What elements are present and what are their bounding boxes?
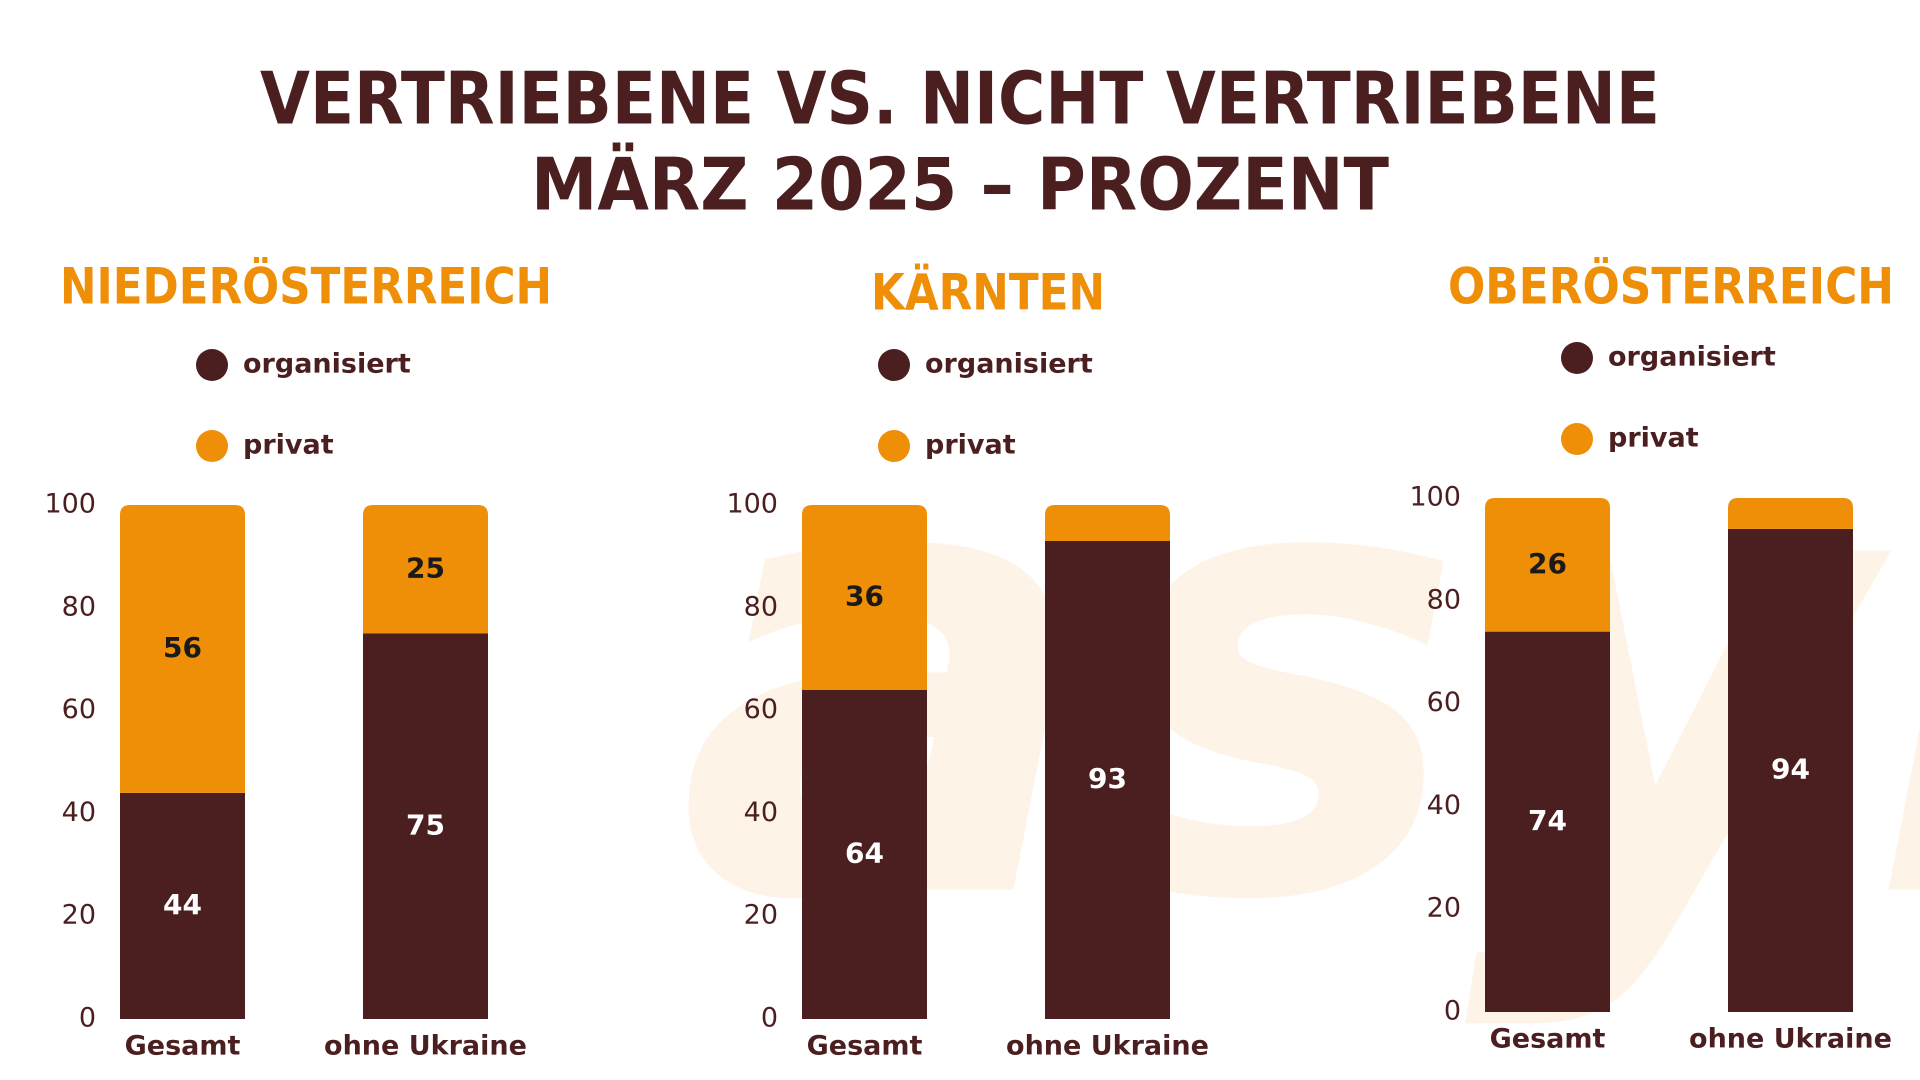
legend-label: organisiert: [1608, 342, 1776, 373]
bar-segment: [802, 505, 927, 691]
legend-marker: [878, 430, 910, 462]
legend-label: organisiert: [243, 349, 411, 380]
y-tick-label: 60: [62, 694, 96, 725]
legend-marker: [878, 349, 910, 381]
chart-title: OBERÖSTERREICH: [1448, 257, 1894, 316]
legend-label: organisiert: [925, 349, 1093, 380]
legend-marker: [1561, 342, 1593, 374]
data-label: 26: [1528, 547, 1567, 580]
bar-segment: [1045, 505, 1170, 541]
bar-segment: [802, 690, 927, 1019]
y-tick-label: 40: [62, 797, 96, 828]
legend-label: privat: [243, 430, 334, 461]
main-subtitle: MÄRZ 2025 – PROZENT: [531, 143, 1389, 227]
bar-segment: [1045, 540, 1170, 1019]
legend-marker: [196, 430, 228, 462]
chart-title: KÄRNTEN: [871, 264, 1105, 322]
data-label: 36: [845, 580, 884, 613]
bar-segment: [1485, 498, 1610, 632]
legend-marker: [196, 349, 228, 381]
y-tick-label: 20: [744, 900, 778, 931]
x-tick-label: Gesamt: [807, 1031, 923, 1062]
data-label: 93: [1088, 762, 1127, 795]
data-label: 75: [406, 808, 445, 841]
x-tick-label: ohne Ukraine: [324, 1031, 527, 1062]
main-title: VERTRIEBENE VS. NICHT VERTRIEBENE: [260, 57, 1660, 141]
y-tick-label: 0: [79, 1003, 96, 1034]
bar-segment: [1728, 528, 1853, 1012]
y-tick-label: 20: [1427, 893, 1461, 924]
y-tick-label: 60: [1427, 687, 1461, 718]
legend-marker: [1561, 423, 1593, 455]
y-tick-label: 100: [44, 489, 96, 520]
data-label: 74: [1528, 804, 1567, 837]
y-tick-label: 40: [744, 797, 778, 828]
bar-segment: [120, 505, 245, 793]
y-tick-label: 100: [726, 489, 778, 520]
data-label: 94: [1771, 752, 1810, 785]
x-tick-label: ohne Ukraine: [1689, 1024, 1892, 1055]
y-tick-label: 20: [62, 900, 96, 931]
y-tick-label: 0: [1444, 996, 1461, 1027]
y-tick-label: 0: [761, 1003, 778, 1034]
x-tick-label: Gesamt: [1490, 1024, 1606, 1055]
y-tick-label: 80: [1427, 584, 1461, 615]
data-label: 44: [163, 888, 202, 921]
y-tick-label: 100: [1409, 482, 1461, 513]
legend-label: privat: [925, 430, 1016, 461]
bar-segment: [363, 505, 488, 634]
y-tick-label: 80: [744, 591, 778, 622]
data-label: 56: [163, 631, 202, 664]
y-tick-label: 60: [744, 694, 778, 725]
legend-label: privat: [1608, 423, 1699, 454]
data-label: 64: [845, 837, 884, 870]
bar-segment: [120, 792, 245, 1019]
x-tick-label: ohne Ukraine: [1006, 1031, 1209, 1062]
y-tick-label: 40: [1427, 790, 1461, 821]
x-tick-label: Gesamt: [125, 1031, 241, 1062]
bar-segment: [363, 633, 488, 1019]
bar-segment: [1728, 498, 1853, 529]
chart-title: NIEDERÖSTERREICH: [60, 257, 552, 316]
y-tick-label: 80: [62, 591, 96, 622]
data-label: 25: [406, 551, 445, 584]
bar-segment: [1485, 631, 1610, 1012]
